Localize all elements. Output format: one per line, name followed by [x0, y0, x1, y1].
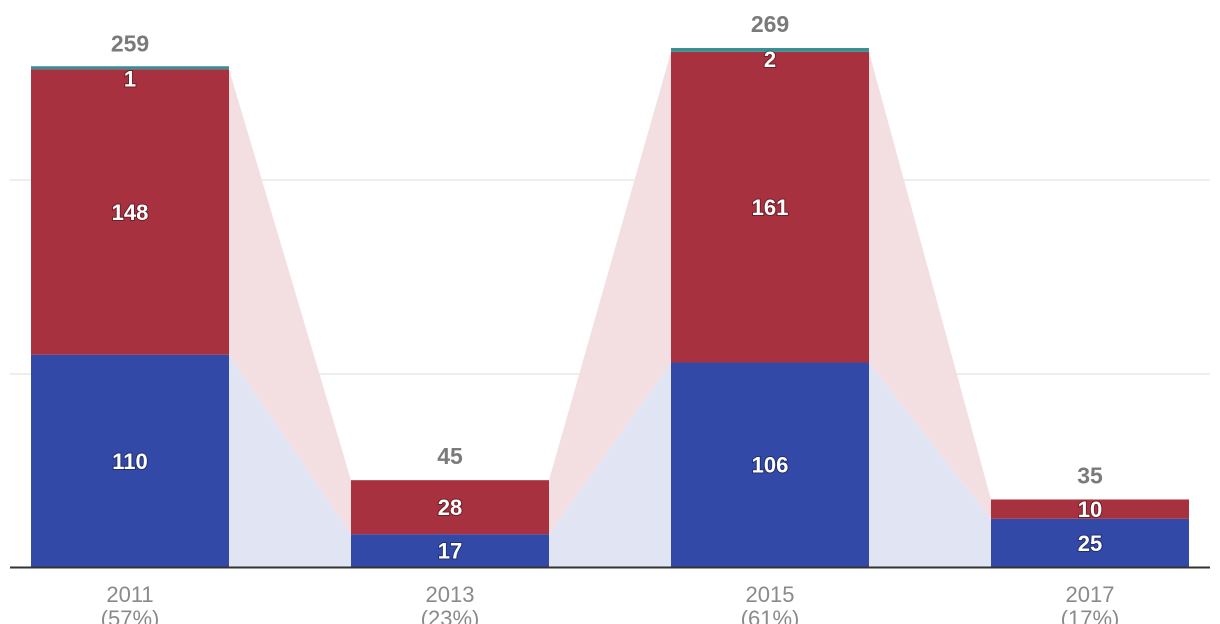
bar-2015-series-1: [671, 51, 869, 363]
x-tick-sublabel-2015: (61%): [741, 606, 800, 624]
bar-2011-series-2: [31, 66, 229, 70]
connector-bottom-1: [549, 362, 671, 567]
bar-2015-series-0: [671, 362, 869, 567]
x-tick-label-2015: 2015: [746, 582, 795, 607]
x-tick-sublabel-2011: (57%): [101, 606, 160, 624]
total-label-2013: 45: [437, 443, 463, 469]
value-label-2015-series-1: 161: [752, 195, 789, 220]
bar-2011-series-1: [31, 69, 229, 355]
value-label-2011-series-1: 148: [112, 200, 149, 225]
bar-2013-series-0: [351, 534, 549, 567]
connector-top-2: [869, 51, 991, 519]
value-label-2013-series-0: 17: [438, 539, 462, 564]
total-label-2017: 35: [1077, 462, 1103, 488]
bar-2015-series-2: [671, 48, 869, 52]
value-label-2013-series-1: 28: [438, 495, 462, 520]
connector-bottom-0: [229, 354, 351, 567]
connector-top-0: [229, 69, 351, 535]
value-label-2011-series-2: 1: [124, 66, 136, 91]
x-tick-label-2011: 2011: [106, 582, 153, 607]
x-tick-label-2013: 2013: [426, 582, 475, 607]
bar-2017-series-0: [991, 518, 1189, 567]
value-label-2011-series-0: 110: [112, 449, 148, 474]
total-label-2015: 269: [751, 11, 789, 37]
bar-2011-series-0: [31, 354, 229, 567]
value-label-2017-series-1: 10: [1078, 497, 1102, 522]
bar-2013-series-1: [351, 480, 549, 535]
x-tick-label-2017: 2017: [1066, 582, 1115, 607]
x-tick-sublabel-2017: (17%): [1061, 606, 1120, 624]
connector-top-1: [549, 51, 671, 535]
value-label-2015-series-2: 2: [764, 47, 776, 72]
x-tick-sublabel-2013: (23%): [421, 606, 480, 624]
connector-bottom-2: [869, 362, 991, 567]
bar-2017-series-1: [991, 499, 1189, 519]
total-label-2011: 259: [111, 30, 149, 56]
value-label-2017-series-0: 25: [1078, 531, 1102, 556]
value-label-2015-series-0: 106: [752, 453, 789, 478]
